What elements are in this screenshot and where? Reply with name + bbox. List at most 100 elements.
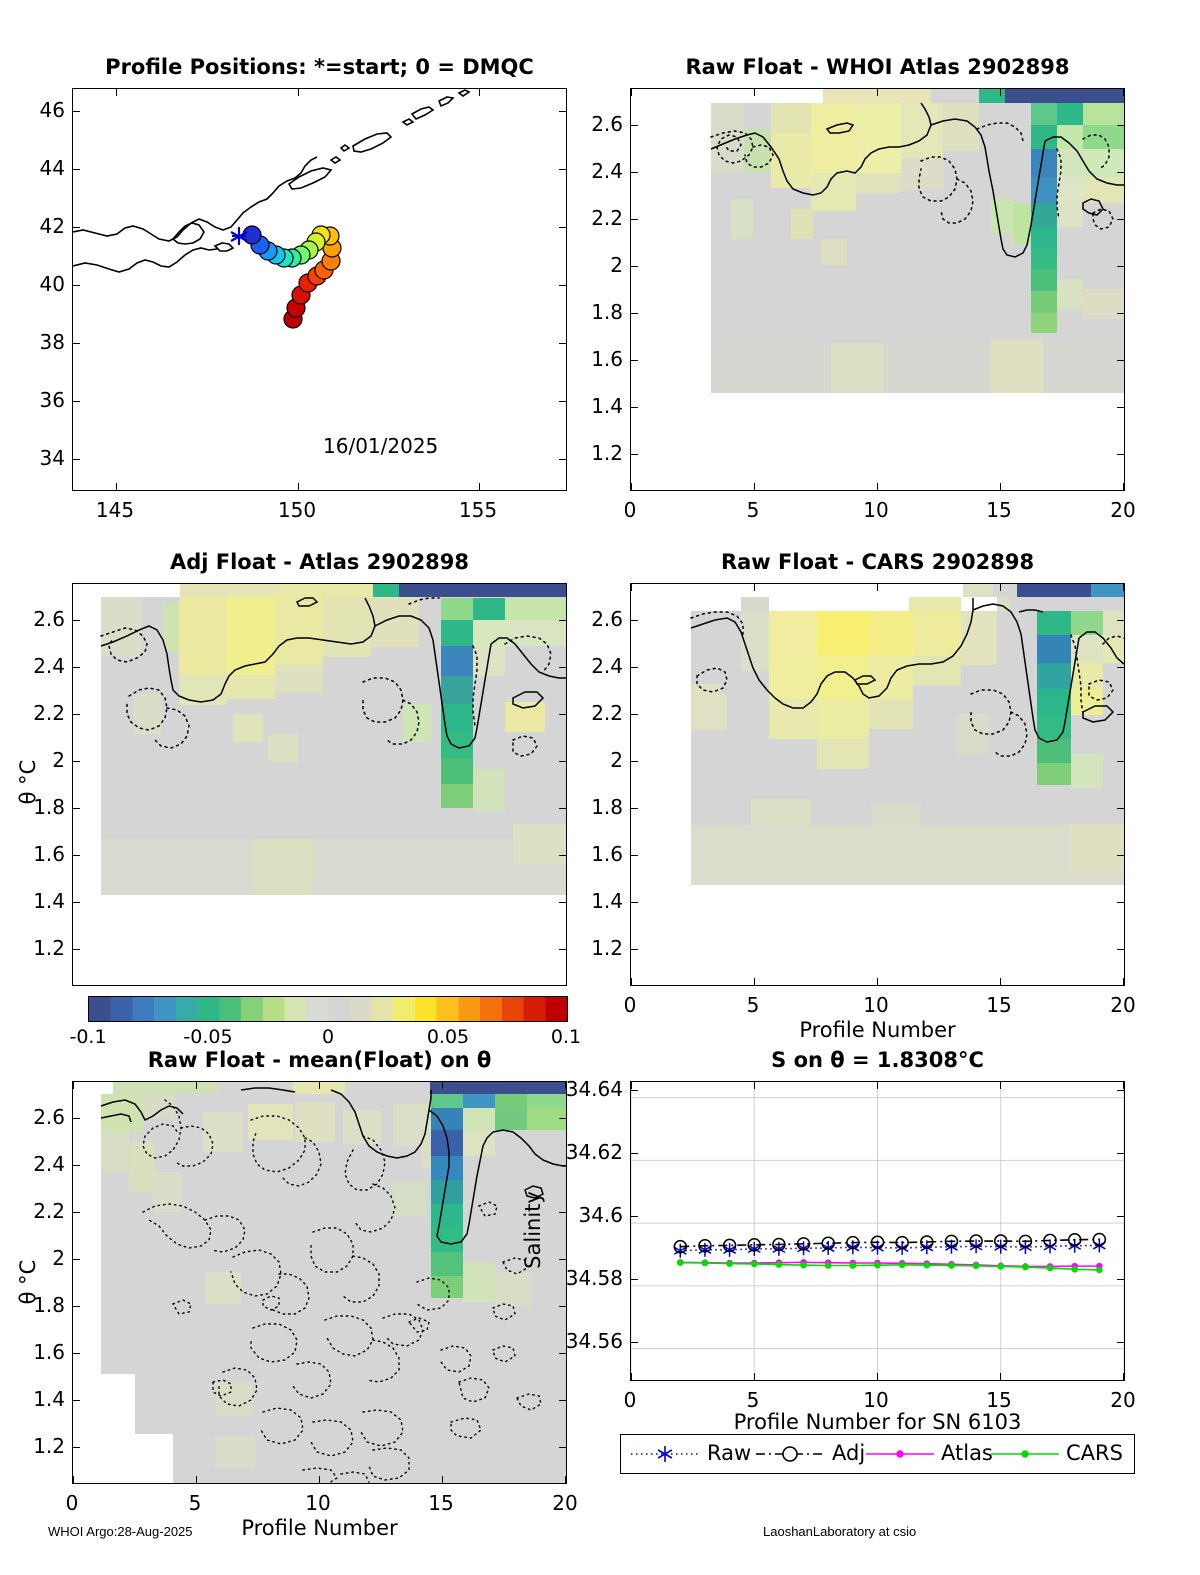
footer-left: WHOI Argo:28-Aug-2025 xyxy=(48,1524,193,1539)
raw-cars-ytick: 1.2 xyxy=(591,936,623,960)
raw-cars-axes xyxy=(630,583,1125,986)
profile-markers xyxy=(230,225,342,329)
raw-atlas-ytick: 1.4 xyxy=(591,394,623,418)
map-ytick: 44 xyxy=(39,156,65,180)
raw-mean-ytick: 1.4 xyxy=(33,1387,65,1411)
colorbar xyxy=(88,996,568,1022)
raw-cars-xtick: 15 xyxy=(986,993,1012,1017)
raw-atlas-title: Raw Float - WHOI Atlas 2902898 xyxy=(685,55,1070,79)
raw-mean-ytick: 2.4 xyxy=(33,1152,65,1176)
legend-graphics xyxy=(631,1446,1059,1462)
raw-mean-ytick: 1.2 xyxy=(33,1434,65,1458)
map-date-label: 16/01/2025 xyxy=(323,434,439,458)
salinity-xtick: 15 xyxy=(986,1388,1012,1412)
raw-cars-title: Raw Float - CARS 2902898 xyxy=(720,550,1035,574)
legend-label-raw[interactable]: Raw xyxy=(707,1441,752,1465)
adj-atlas-ytick: 1.4 xyxy=(33,889,65,913)
salinity-xlabel: Profile Number for SN 6103 xyxy=(733,1410,1022,1434)
raw-mean-xtick: 15 xyxy=(428,1491,454,1515)
raw-mean-ylabel: θ °C xyxy=(16,1259,40,1305)
map-axes: 16/01/2025 xyxy=(72,88,567,491)
legend-label-cars[interactable]: CARS xyxy=(1066,1441,1123,1465)
raw-mean-ytick: 2.6 xyxy=(33,1105,65,1129)
raw-mean-xtick: 20 xyxy=(552,1491,578,1515)
raw-atlas-ytick: 2 xyxy=(610,253,623,277)
raw-cars-ytick: 1.6 xyxy=(591,842,623,866)
raw-atlas-xtick: 20 xyxy=(1110,498,1136,522)
salinity-plot-area xyxy=(631,1082,1124,1380)
raw-mean-xtick: 0 xyxy=(65,1491,79,1515)
map-xtick: 145 xyxy=(95,498,135,522)
colorbar-tick: -0.1 xyxy=(69,1026,107,1048)
map-xtick: 155 xyxy=(458,498,498,522)
map-ytick: 34 xyxy=(39,446,65,470)
raw-cars-ytick: 1.4 xyxy=(591,889,623,913)
salinity-ytick: 34.56 xyxy=(565,1329,623,1353)
salinity-ylabel: Salinity xyxy=(521,1191,545,1269)
adj-atlas-ytick: 1.8 xyxy=(33,795,65,819)
legend-label-atlas[interactable]: Atlas xyxy=(941,1441,993,1465)
panel-raw-float-mean: Raw Float - mean(Float) on θ xyxy=(33,1048,578,1540)
raw-cars-xlabel: Profile Number xyxy=(799,1018,956,1042)
raw-mean-ytick: 2 xyxy=(52,1246,65,1270)
adj-atlas-axes xyxy=(72,583,567,986)
salinity-title: S on θ = 1.8308°C xyxy=(771,1048,984,1072)
raw-atlas-xtick: 5 xyxy=(746,498,760,522)
map-plot-area xyxy=(73,89,471,329)
map-ytick: 38 xyxy=(39,330,65,354)
panel-salinity-on-theta: S on θ = 1.8308°C 34.64 34.62 34.6 34.58… xyxy=(566,1048,1136,1488)
raw-cars-xtick: 10 xyxy=(863,993,889,1017)
raw-mean-axes xyxy=(72,1081,567,1484)
raw-cars-ytick: 1.8 xyxy=(591,795,623,819)
raw-cars-ytick: 2 xyxy=(610,748,623,772)
raw-atlas-xtick: 15 xyxy=(986,498,1012,522)
colorbar-tick: 0.05 xyxy=(426,1026,470,1048)
map-ytick: 36 xyxy=(39,388,65,412)
map-ytick: 46 xyxy=(39,98,65,122)
raw-cars-xtick: 5 xyxy=(746,993,760,1017)
raw-mean-title: Raw Float - mean(Float) on θ xyxy=(147,1048,492,1072)
salinity-ytick: 34.6 xyxy=(578,1203,623,1227)
colorbar-tick: 0 xyxy=(321,1026,335,1048)
adj-atlas-ytick: 2.4 xyxy=(33,654,65,678)
salinity-xtick: 0 xyxy=(623,1388,637,1412)
colorbar-tick: 0.1 xyxy=(550,1026,582,1048)
map-ytick: 42 xyxy=(39,214,65,238)
raw-mean-ytick: 2.2 xyxy=(33,1199,65,1223)
map-title: Profile Positions: *=start; 0 = DMQC xyxy=(105,55,534,79)
raw-atlas-ytick: 2.6 xyxy=(591,112,623,136)
raw-mean-xtick: 10 xyxy=(305,1491,331,1515)
raw-atlas-plot-area xyxy=(678,89,1124,393)
raw-cars-xtick: 0 xyxy=(623,993,637,1017)
raw-atlas-ytick: 1.6 xyxy=(591,347,623,371)
raw-cars-ytick: 2.6 xyxy=(591,607,623,631)
raw-atlas-axes xyxy=(630,88,1125,491)
salinity-xtick: 20 xyxy=(1110,1388,1136,1412)
raw-atlas-ytick: 1.2 xyxy=(591,441,623,465)
adj-atlas-plot-area xyxy=(100,584,566,895)
map-xtick: 150 xyxy=(277,498,317,522)
adj-atlas-ytick: 2 xyxy=(52,748,65,772)
raw-atlas-ytick: 2.2 xyxy=(591,206,623,230)
raw-mean-ytick: 1.8 xyxy=(33,1293,65,1317)
footer-right: LaoshanLaboratory at csio xyxy=(763,1524,917,1539)
salinity-ytick: 34.64 xyxy=(565,1077,623,1101)
adj-atlas-ytick: 1.2 xyxy=(33,936,65,960)
adj-atlas-title: Adj Float - Atlas 2902898 xyxy=(169,550,470,574)
raw-mean-plot-area xyxy=(100,1082,566,1483)
raw-atlas-ytick: 1.8 xyxy=(591,300,623,324)
raw-cars-xtick: 20 xyxy=(1110,993,1136,1017)
legend-label-adj[interactable]: Adj xyxy=(832,1441,866,1465)
raw-cars-ytick: 2.4 xyxy=(591,654,623,678)
panel-profile-positions: Profile Positions: *=start; 0 = DMQC xyxy=(40,55,567,522)
raw-atlas-xtick: 10 xyxy=(863,498,889,522)
map-ytick: 40 xyxy=(39,272,65,296)
salinity-ytick: 34.58 xyxy=(565,1266,623,1290)
adj-atlas-ytick: 2.2 xyxy=(33,701,65,725)
raw-mean-xlabel: Profile Number xyxy=(241,1516,398,1540)
colorbar-tick: -0.05 xyxy=(183,1026,233,1048)
panel-raw-float-whoi-atlas: Raw Float - WHOI Atlas 2902898 xyxy=(591,55,1136,522)
salinity-axes xyxy=(630,1081,1125,1381)
salinity-legend: Raw Adj Atlas CARS xyxy=(620,1434,1135,1474)
raw-mean-ytick: 1.6 xyxy=(33,1340,65,1364)
